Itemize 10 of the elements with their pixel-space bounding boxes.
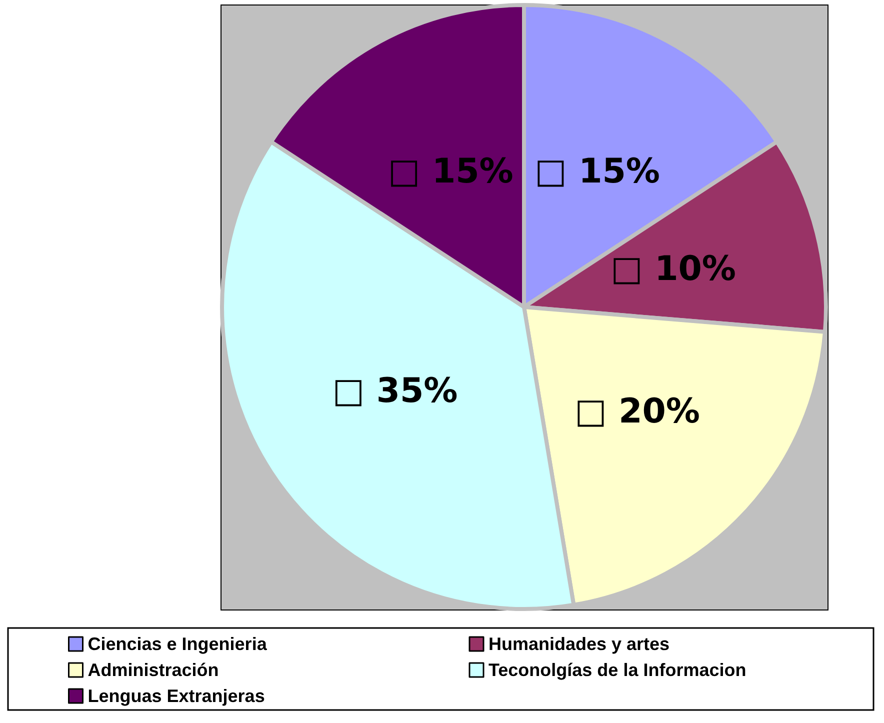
data-label: □ 20%	[574, 391, 700, 432]
legend-label: Humanidades y artes	[488, 634, 670, 654]
legend-label: Ciencias e Ingenieria	[88, 634, 268, 654]
data-label: □ 10%	[610, 249, 736, 290]
data-label: □ 15%	[388, 152, 514, 192]
legend-label: Administración	[88, 660, 219, 680]
legend-label: Lenguas Extranjeras	[88, 686, 265, 706]
data-label: □ 35%	[332, 371, 458, 412]
data-label: □ 15%	[534, 152, 660, 192]
legend-label: Teconolgías de la Informacion	[488, 660, 746, 680]
